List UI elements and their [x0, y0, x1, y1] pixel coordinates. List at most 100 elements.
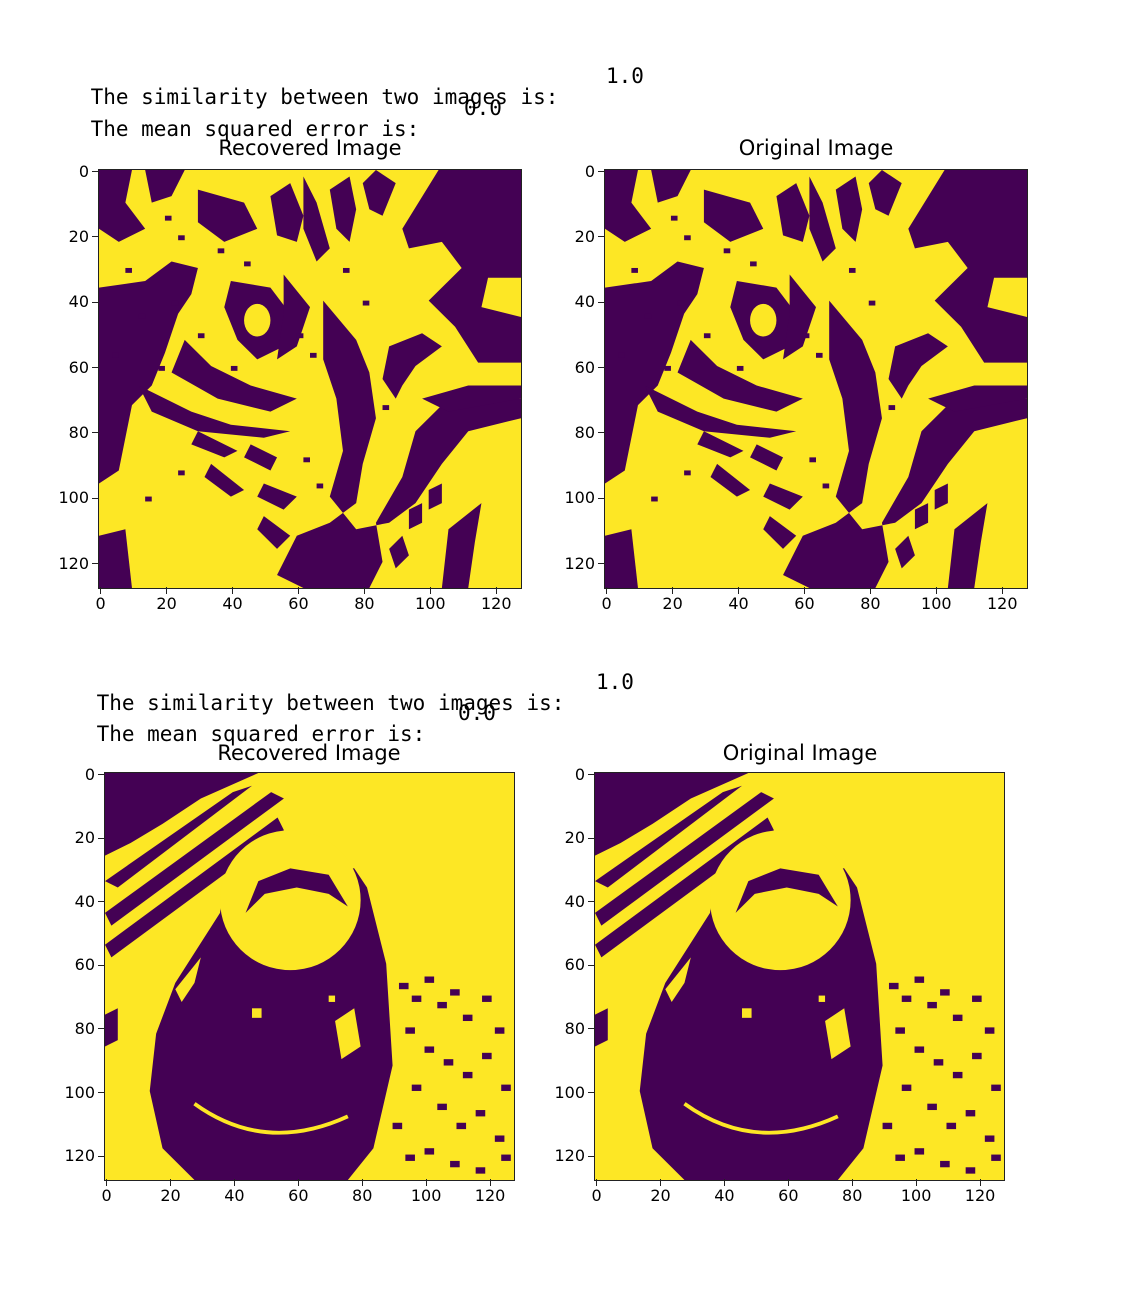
x-tick: [166, 587, 168, 594]
y-tick-label: 100: [58, 488, 89, 508]
similarity-line: The similarity between two images is: 1.…: [40, 66, 644, 150]
x-tick-label: 100: [921, 594, 952, 613]
y-tick-label: 100: [564, 488, 595, 508]
y-tick: [598, 171, 605, 173]
y-tick: [598, 563, 605, 564]
y-tick-label: 60: [68, 357, 89, 377]
plot-title: Recovered Image: [217, 741, 401, 765]
y-tick-label: 20: [68, 226, 89, 246]
x-tick-label: 20: [650, 1186, 671, 1205]
x-tick-label: 0: [101, 1186, 112, 1205]
image-axes: 0 20 40 60 80 100 120 0 20 40 60 80 100 120: [58, 163, 522, 612]
x-tick: [297, 1179, 299, 1186]
x-tick: [596, 1179, 598, 1186]
y-tick: [92, 171, 99, 173]
binary-image: [105, 773, 511, 1180]
x-tick: [363, 587, 365, 594]
binary-image: [99, 170, 521, 588]
y-tick: [598, 301, 605, 303]
x-tick: [915, 1179, 917, 1186]
y-tick-label: 60: [74, 955, 95, 975]
mse-line: The mean squared error is: 0.0: [40, 98, 502, 182]
y-tick-label: 100: [554, 1082, 585, 1102]
image-axes: 0 20 40 60 80 100 120 0 20 40 60 80 100 120: [64, 766, 515, 1204]
x-tick-label: 20: [156, 594, 177, 613]
x-tick: [361, 1179, 363, 1186]
x-tick: [429, 587, 431, 594]
x-tick: [660, 1179, 661, 1186]
x-tick-label: 100: [410, 1186, 442, 1205]
x-tick: [803, 587, 805, 594]
x-tick: [606, 587, 608, 594]
x-tick: [851, 1179, 853, 1186]
x-tick: [979, 1179, 981, 1186]
y-tick-label: 0: [78, 161, 89, 181]
x-tick: [672, 587, 674, 594]
binary-image: [595, 773, 1001, 1180]
y-tick-label: 100: [64, 1082, 95, 1102]
y-tick-label: 0: [84, 764, 95, 784]
y-tick-label: 80: [74, 1018, 95, 1038]
y-tick: [92, 497, 99, 499]
x-tick-label: 20: [662, 594, 683, 613]
x-tick-label: 60: [778, 1186, 799, 1205]
similarity-value: 1.0: [606, 64, 644, 88]
mse-line: The mean squared error is: 0.0: [46, 703, 496, 787]
y-tick-label: 40: [564, 891, 585, 911]
y-tick-label: 0: [584, 161, 595, 181]
x-tick-label: 80: [354, 594, 375, 613]
x-tick-label: 100: [900, 1186, 932, 1205]
y-tick: [98, 1092, 105, 1094]
x-tick: [869, 587, 871, 594]
y-tick: [588, 964, 595, 966]
x-tick: [170, 1179, 171, 1186]
y-tick: [98, 901, 105, 903]
image-axes: 0 20 40 60 80 100 120 0 20 40 60 80 100 120: [554, 766, 1005, 1204]
x-tick-label: 40: [222, 594, 243, 613]
x-tick: [495, 587, 497, 594]
x-tick-label: 120: [474, 1186, 506, 1205]
y-tick: [92, 563, 99, 564]
y-tick: [588, 774, 595, 776]
plot-title: Recovered Image: [218, 136, 402, 160]
y-tick-label: 120: [58, 553, 89, 573]
y-tick: [588, 837, 595, 839]
y-tick: [98, 837, 105, 839]
x-tick-label: 40: [224, 1186, 245, 1205]
x-tick-label: 20: [160, 1186, 181, 1205]
y-tick-label: 60: [564, 955, 585, 975]
binary-image: [605, 170, 1027, 588]
x-tick-label: 0: [601, 594, 612, 613]
y-tick: [98, 774, 105, 776]
x-tick: [297, 587, 299, 594]
y-tick-label: 120: [64, 1146, 95, 1166]
y-tick-label: 40: [574, 292, 595, 312]
y-tick-label: 80: [68, 422, 89, 442]
mse-label: The mean squared error is:: [90, 117, 420, 141]
y-tick: [98, 1028, 105, 1030]
x-tick-label: 40: [714, 1186, 735, 1205]
x-tick-label: 0: [591, 1186, 602, 1205]
y-tick: [588, 1028, 595, 1030]
y-tick-label: 20: [564, 828, 585, 848]
y-tick-label: 60: [574, 357, 595, 377]
x-tick-label: 40: [728, 594, 749, 613]
x-tick-label: 60: [288, 594, 309, 613]
x-tick-label: 0: [95, 594, 106, 613]
y-tick-label: 80: [574, 422, 595, 442]
y-tick-label: 20: [574, 226, 595, 246]
mse-value: 0.0: [458, 701, 496, 725]
x-tick-label: 60: [794, 594, 815, 613]
x-tick-label: 120: [964, 1186, 996, 1205]
x-tick: [723, 1179, 725, 1186]
y-tick: [588, 901, 595, 903]
mse-label: The mean squared error is:: [96, 722, 426, 746]
y-tick: [588, 1092, 595, 1094]
y-tick: [598, 236, 605, 238]
x-tick: [233, 1179, 235, 1186]
x-tick: [935, 587, 937, 594]
x-tick: [425, 1179, 427, 1186]
y-tick: [92, 236, 99, 238]
y-tick: [92, 301, 99, 303]
image-axes: 0 20 40 60 80 100 120 0 20 40 60 80 100 120: [564, 163, 1028, 612]
